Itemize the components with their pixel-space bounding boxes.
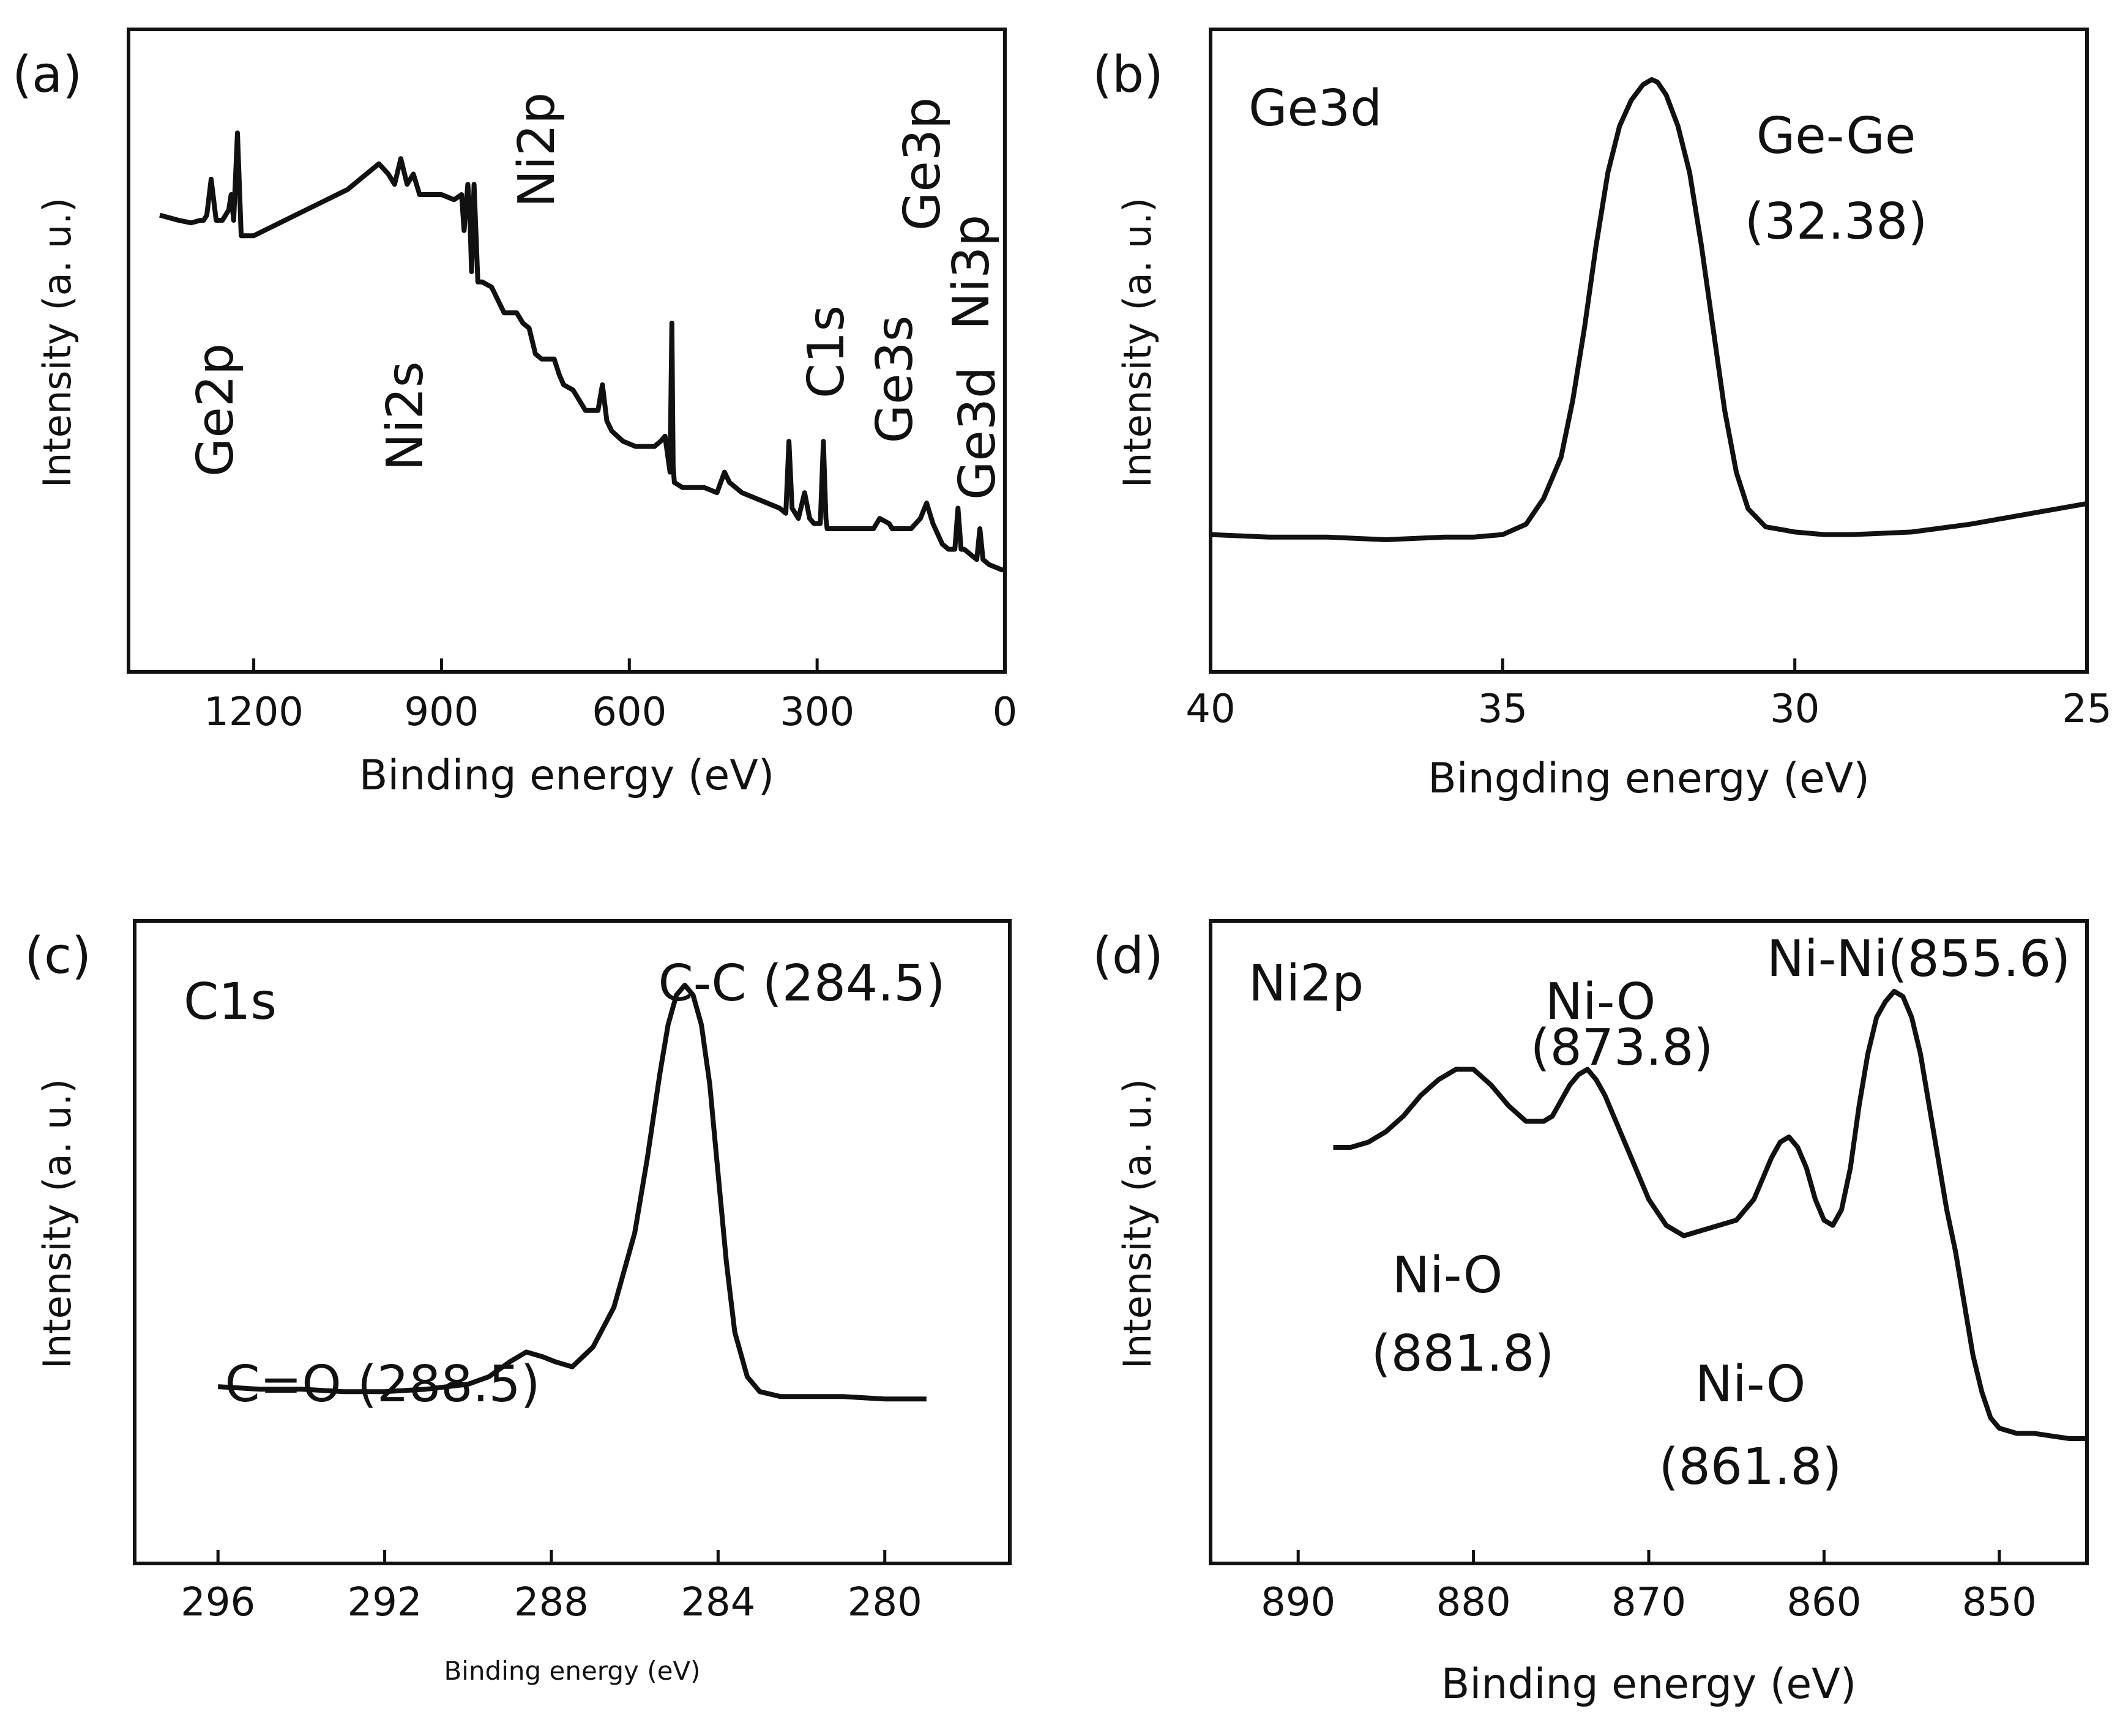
peak-label-ge3s: Ge3s [866, 316, 924, 444]
panel-b: (b) Ge3d 40 35 30 25 Bingding energy (eV) I… [1092, 28, 2112, 803]
x-tick-label-a-900: 900 [404, 690, 479, 735]
series-line-ge3d [1210, 77, 2088, 542]
peak-label-ni-o-881: Ni-O [1392, 1246, 1503, 1305]
series-line-c1s [217, 983, 927, 1402]
y-axis-label-a: Intensity (a. u.) [35, 198, 80, 488]
plot-frame-c [133, 919, 1012, 1565]
y-axis-label-b: Intensity (a. u.) [1115, 198, 1160, 488]
peak-label-ni2s: Ni2s [376, 361, 435, 471]
peak-label-ge-ge: Ge-Ge [1756, 107, 1916, 165]
x-tick-label-a-1200: 1200 [204, 690, 304, 735]
peak-label-c1s: C1s [797, 305, 856, 398]
panel-label-b: (b) [1092, 46, 1163, 104]
x-tick-label-c-280: 280 [848, 1580, 922, 1625]
peak-label-ge2p: Ge2p [187, 343, 245, 477]
peak-label-ni2p: Ni2p [508, 92, 566, 207]
x-axis-label-b: Bingding energy (eV) [1428, 754, 1870, 803]
peak-value-ni-o-873: (873.8) [1531, 1019, 1714, 1077]
x-tick-label-b-25: 25 [2062, 687, 2111, 732]
x-ticks-b: 40 35 30 25 [1185, 658, 2112, 732]
x-tick-label-a-300: 300 [780, 690, 854, 735]
x-tick-label-a-600: 600 [592, 690, 666, 735]
x-tick-label-d-890: 890 [1261, 1580, 1335, 1625]
x-tick-label-d-870: 870 [1611, 1580, 1686, 1625]
peak-label-ni-o-873: Ni-O [1545, 973, 1656, 1031]
peak-value-ni-o-881: (881.8) [1372, 1325, 1555, 1383]
panel-title-d: Ni2p [1248, 955, 1364, 1013]
peak-value-ni-o-861: (861.8) [1659, 1438, 1842, 1496]
x-tick-label-a-0: 0 [993, 690, 1018, 735]
plot-frame-b [1209, 28, 2089, 674]
plot-frame-a [127, 28, 1007, 674]
peak-label-ge3d: Ge3d [949, 367, 1007, 500]
panel-d: (d) Ni2p 890 880 870 860 850 Binding energy … [1092, 919, 2089, 1708]
x-tick-label-b-35: 35 [1478, 687, 1528, 732]
x-tick-label-c-288: 288 [514, 1580, 589, 1625]
peak-label-ni-o-861: Ni-O [1695, 1355, 1806, 1414]
panel-c: (c) C1s 296 292 288 284 280 Binding energy (… [24, 919, 1012, 1686]
panel-a: (a) 1200 900 600 300 0 Binding energy (eV) I… [12, 28, 1017, 800]
peak-label-c-c: C-C (284.5) [659, 955, 946, 1013]
x-ticks-c: 296 292 288 284 280 [181, 1550, 922, 1625]
x-axis-label-c: Binding energy (eV) [444, 1656, 700, 1686]
x-axis-label-a: Binding energy (eV) [359, 751, 775, 800]
x-tick-label-b-30: 30 [1770, 687, 1820, 732]
x-tick-label-c-284: 284 [681, 1580, 755, 1625]
x-tick-label-b-40: 40 [1185, 687, 1235, 732]
x-tick-label-d-860: 860 [1786, 1580, 1861, 1625]
panel-title-c: C1s [184, 973, 277, 1031]
x-tick-label-d-880: 880 [1436, 1580, 1511, 1625]
x-ticks-a: 1200 900 600 300 0 [204, 658, 1017, 735]
x-tick-label-c-292: 292 [347, 1580, 422, 1625]
panel-label-a: (a) [12, 46, 82, 104]
panel-label-d: (d) [1092, 927, 1163, 985]
x-axis-label-d: Binding energy (eV) [1441, 1660, 1857, 1708]
x-ticks-d: 890 880 870 860 850 [1261, 1550, 2037, 1625]
peak-label-ni-ni: Ni-Ni(855.6) [1767, 930, 2071, 988]
x-tick-label-c-296: 296 [181, 1580, 255, 1625]
series-line-survey [159, 130, 1005, 573]
panel-label-c: (c) [24, 927, 91, 985]
peak-label-c-o: C=O (288.5) [225, 1355, 540, 1414]
y-axis-label-c: Intensity (a. u.) [35, 1079, 80, 1369]
peak-label-ge3p: Ge3p [894, 97, 952, 231]
x-tick-label-d-850: 850 [1962, 1580, 2037, 1625]
y-axis-label-d: Intensity (a. u.) [1115, 1079, 1160, 1369]
panel-title-b: Ge3d [1248, 80, 1382, 138]
peak-value-ge-ge: (32.38) [1745, 193, 1928, 251]
series-line-ni2p [1333, 989, 2087, 1441]
peak-label-ni3p: Ni3p [942, 215, 1001, 330]
